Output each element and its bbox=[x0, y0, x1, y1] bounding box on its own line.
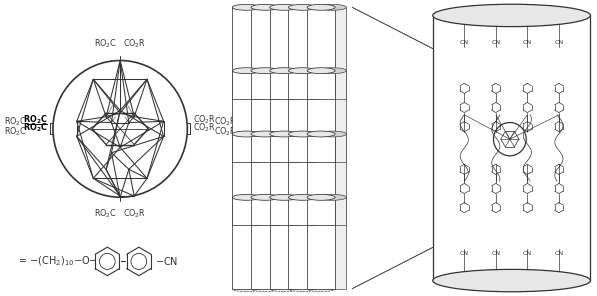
Bar bbox=[307, 71, 335, 162]
Bar bbox=[318, 7, 346, 99]
Text: CN: CN bbox=[555, 40, 564, 45]
Text: CO$_2$R: CO$_2$R bbox=[214, 115, 236, 128]
Ellipse shape bbox=[232, 286, 260, 292]
Ellipse shape bbox=[270, 222, 298, 228]
Bar bbox=[288, 7, 316, 99]
Text: $-$CN: $-$CN bbox=[155, 255, 178, 267]
Bar bbox=[251, 197, 279, 289]
Bar bbox=[232, 71, 260, 162]
Text: CO$_2$R: CO$_2$R bbox=[193, 121, 216, 134]
Text: CN: CN bbox=[460, 40, 469, 45]
Ellipse shape bbox=[288, 131, 316, 137]
Ellipse shape bbox=[270, 159, 298, 165]
Text: RO$_2$C: RO$_2$C bbox=[94, 208, 117, 220]
Text: CN: CN bbox=[491, 251, 500, 256]
Bar bbox=[307, 134, 335, 225]
Ellipse shape bbox=[251, 4, 279, 10]
Ellipse shape bbox=[270, 131, 298, 137]
Text: RO$_2$C: RO$_2$C bbox=[94, 37, 117, 50]
Text: RO$_2$C: RO$_2$C bbox=[4, 125, 27, 138]
Ellipse shape bbox=[288, 159, 316, 165]
Ellipse shape bbox=[288, 68, 316, 74]
Ellipse shape bbox=[318, 194, 346, 200]
Ellipse shape bbox=[232, 131, 260, 137]
Text: CO$_2$R: CO$_2$R bbox=[123, 208, 146, 220]
Bar bbox=[232, 134, 260, 225]
Text: CN: CN bbox=[491, 40, 500, 45]
Ellipse shape bbox=[232, 194, 260, 200]
Ellipse shape bbox=[270, 96, 298, 102]
Ellipse shape bbox=[307, 131, 335, 137]
Bar bbox=[232, 7, 260, 99]
Ellipse shape bbox=[251, 194, 279, 200]
Text: CO$_2$R: CO$_2$R bbox=[123, 37, 146, 50]
Bar bbox=[288, 71, 316, 162]
Bar bbox=[318, 197, 346, 289]
Bar bbox=[318, 134, 346, 225]
Text: CN: CN bbox=[523, 40, 532, 45]
Ellipse shape bbox=[433, 269, 590, 292]
Ellipse shape bbox=[232, 68, 260, 74]
Ellipse shape bbox=[288, 222, 316, 228]
Text: CN: CN bbox=[523, 251, 532, 256]
Ellipse shape bbox=[307, 222, 335, 228]
Bar bbox=[288, 197, 316, 289]
Ellipse shape bbox=[251, 68, 279, 74]
Text: $\bf{RO_2C}$: $\bf{RO_2C}$ bbox=[23, 121, 47, 134]
Ellipse shape bbox=[307, 4, 335, 10]
Bar bbox=[318, 71, 346, 162]
Ellipse shape bbox=[288, 96, 316, 102]
Text: CN: CN bbox=[460, 251, 469, 256]
Bar bbox=[270, 134, 298, 225]
Ellipse shape bbox=[307, 96, 335, 102]
Ellipse shape bbox=[251, 131, 279, 137]
Bar bbox=[251, 71, 279, 162]
Text: CO$_2$R: CO$_2$R bbox=[214, 125, 236, 138]
Bar bbox=[232, 197, 260, 289]
Ellipse shape bbox=[318, 131, 346, 137]
Text: = $-$(CH$_2$)$_{10}$$-$O$-$: = $-$(CH$_2$)$_{10}$$-$O$-$ bbox=[18, 255, 98, 268]
Ellipse shape bbox=[270, 68, 298, 74]
Ellipse shape bbox=[232, 159, 260, 165]
Ellipse shape bbox=[270, 194, 298, 200]
Ellipse shape bbox=[270, 286, 298, 292]
Ellipse shape bbox=[288, 286, 316, 292]
Ellipse shape bbox=[251, 286, 279, 292]
Bar bbox=[270, 197, 298, 289]
Text: CO$_2$R: CO$_2$R bbox=[193, 114, 216, 126]
Ellipse shape bbox=[232, 4, 260, 10]
Ellipse shape bbox=[251, 96, 279, 102]
Ellipse shape bbox=[232, 96, 260, 102]
Ellipse shape bbox=[288, 194, 316, 200]
Ellipse shape bbox=[251, 222, 279, 228]
Text: $\bf{RO_2C}$: $\bf{RO_2C}$ bbox=[23, 114, 47, 126]
Bar bbox=[270, 7, 298, 99]
Bar bbox=[307, 197, 335, 289]
Ellipse shape bbox=[307, 194, 335, 200]
Ellipse shape bbox=[251, 159, 279, 165]
Bar bbox=[270, 71, 298, 162]
Ellipse shape bbox=[307, 286, 335, 292]
Bar bbox=[433, 15, 590, 281]
Ellipse shape bbox=[307, 68, 335, 74]
Bar bbox=[251, 134, 279, 225]
Bar bbox=[251, 7, 279, 99]
Ellipse shape bbox=[433, 4, 590, 27]
Ellipse shape bbox=[270, 4, 298, 10]
Ellipse shape bbox=[307, 159, 335, 165]
Bar bbox=[307, 7, 335, 99]
Bar bbox=[288, 134, 316, 225]
Ellipse shape bbox=[232, 222, 260, 228]
Ellipse shape bbox=[288, 4, 316, 10]
Ellipse shape bbox=[318, 4, 346, 10]
Ellipse shape bbox=[318, 68, 346, 74]
Text: CN: CN bbox=[555, 251, 564, 256]
Text: RO$_2$C: RO$_2$C bbox=[4, 115, 27, 128]
